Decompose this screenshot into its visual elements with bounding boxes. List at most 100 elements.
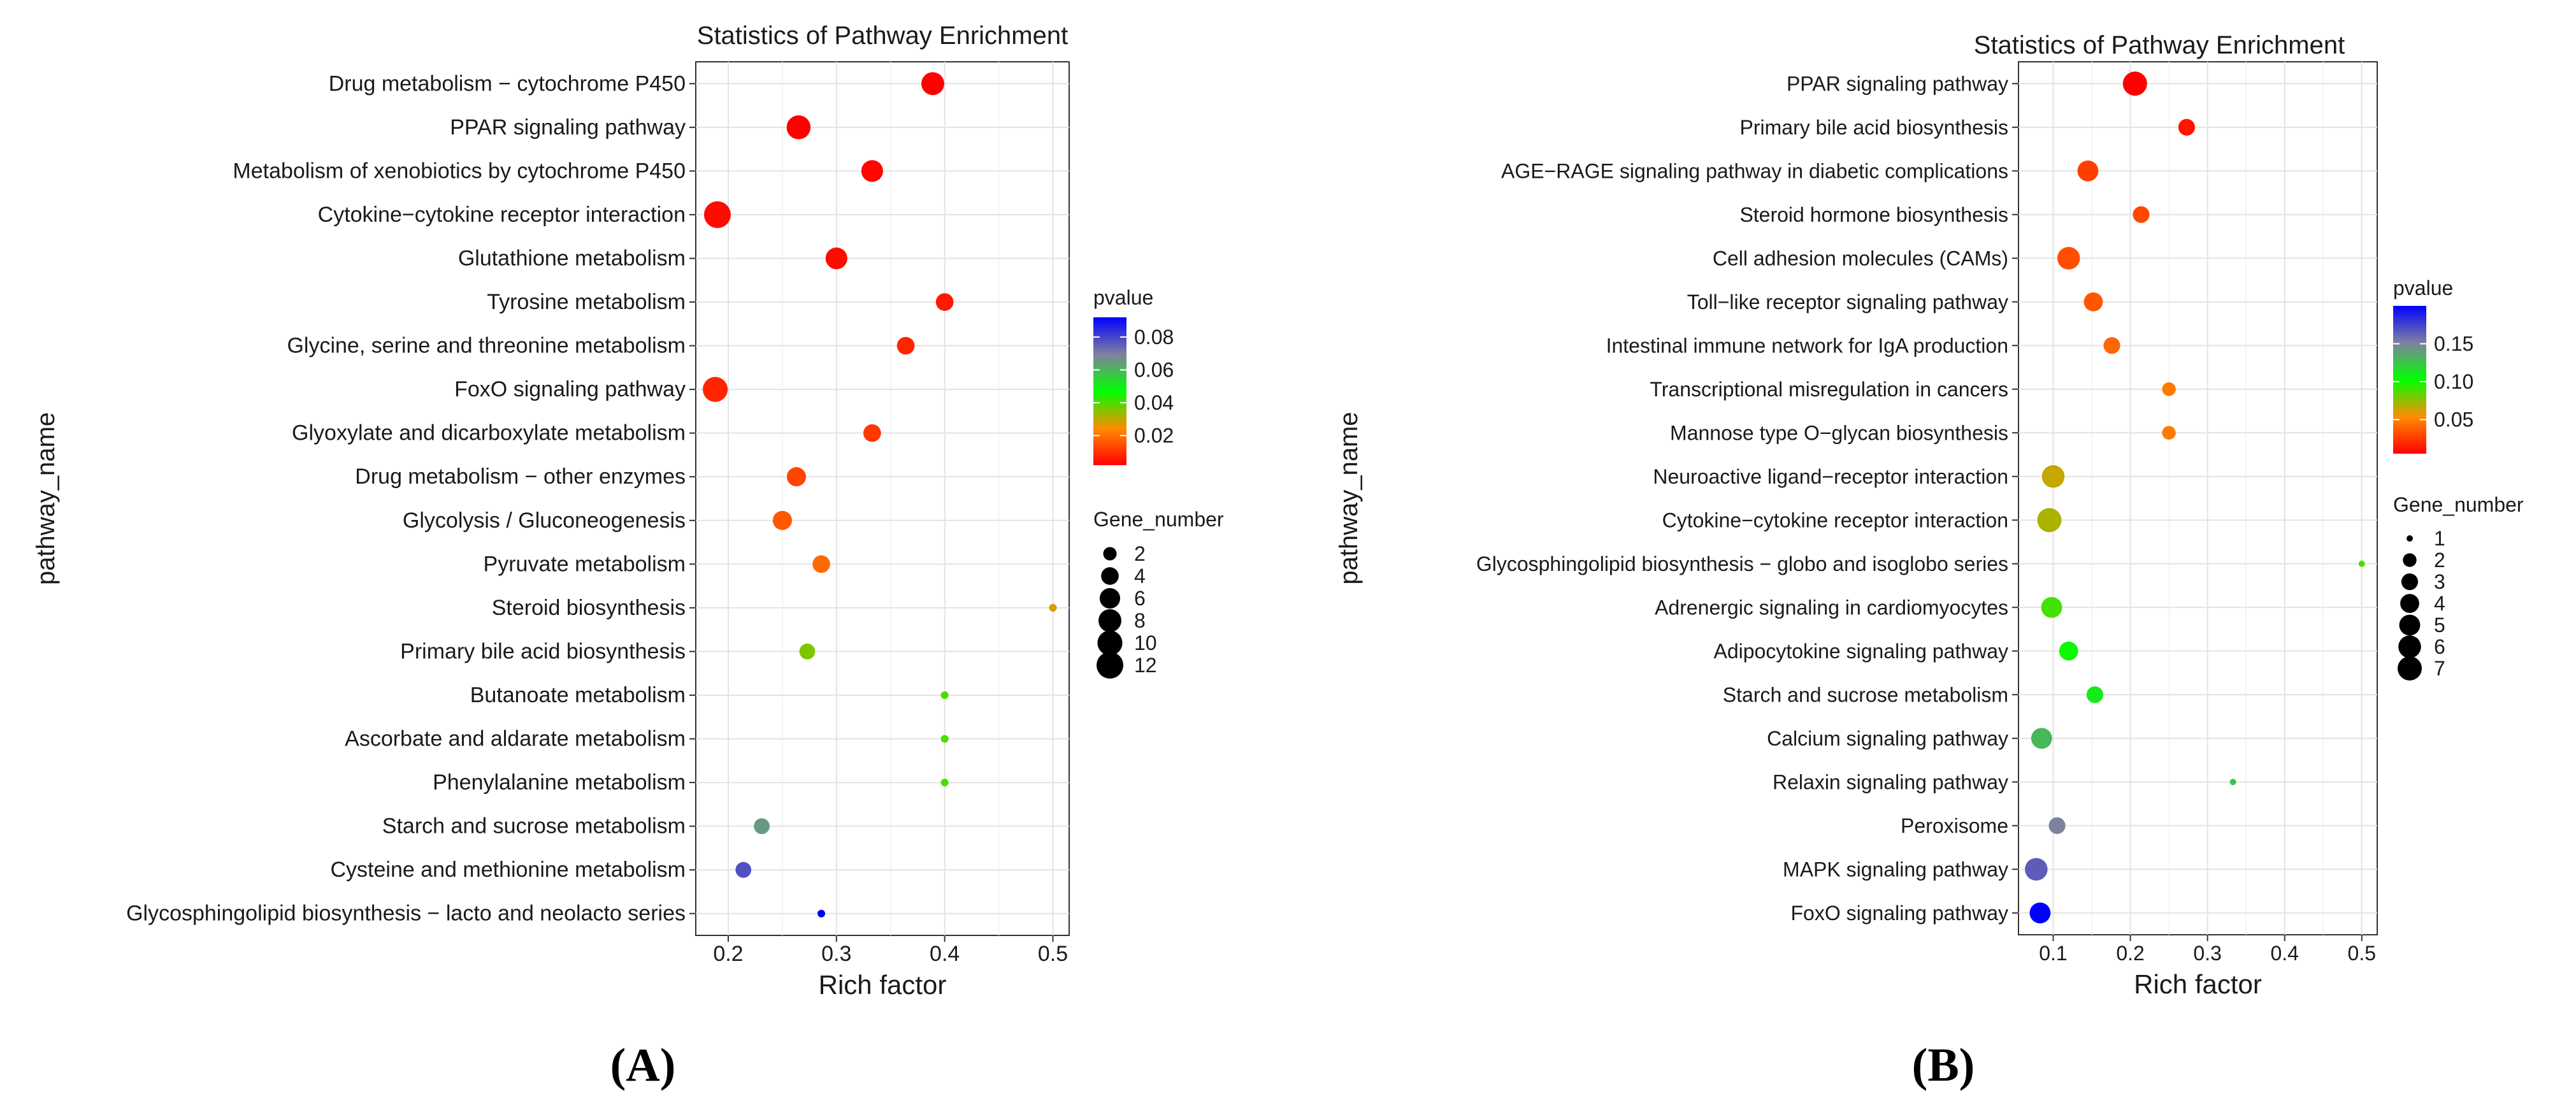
data-point (773, 511, 792, 530)
size-legend-dot (1103, 547, 1116, 560)
data-point (2029, 902, 2050, 923)
color-legend-label: 0.10 (2434, 370, 2473, 393)
data-point (2230, 779, 2236, 785)
data-point (2162, 426, 2175, 440)
y-tick-label: PPAR signaling pathway (1787, 72, 2008, 95)
y-tick-label: Starch and sucrose metabolism (1723, 683, 2008, 706)
y-tick-label: Drug metabolism − other enzymes (355, 465, 686, 489)
y-tick-label: Glycolysis / Gluconeogenesis (403, 508, 686, 533)
x-tick-label: 0.5 (1038, 942, 1068, 966)
color-legend-label: 0.15 (2434, 332, 2473, 355)
size-legend-label: 3 (2434, 570, 2445, 593)
y-tick-label: FoxO signaling pathway (1790, 902, 2008, 925)
data-point (2178, 119, 2195, 136)
y-tick-label: Metabolism of xenobiotics by cytochrome … (233, 159, 686, 183)
color-legend-title: pvalue (2393, 277, 2453, 299)
size-legend-label: 1 (2434, 527, 2445, 550)
data-point (2042, 465, 2065, 488)
y-tick-label: Adrenergic signaling in cardiomyocytes (1655, 596, 2008, 619)
data-point (817, 910, 825, 918)
data-point (787, 467, 806, 486)
y-tick-label: Cytokine−cytokine receptor interaction (1662, 508, 2008, 531)
chart-title: Statistics of Pathway Enrichment (1974, 31, 2345, 59)
data-point (754, 818, 770, 834)
data-point (2162, 382, 2175, 396)
size-legend-dot (1098, 609, 1121, 632)
y-tick-label: Cysteine and methionine metabolism (330, 858, 686, 882)
y-tick-label: Glyoxylate and dicarboxylate metabolism (292, 421, 686, 445)
size-legend-title: Gene_number (1093, 508, 1224, 531)
data-point (2103, 337, 2120, 354)
y-tick-label: Starch and sucrose metabolism (382, 814, 686, 839)
data-point (941, 779, 949, 786)
y-tick-label: Mannose type O−glycan biosynthesis (1670, 421, 2008, 444)
data-point (812, 555, 830, 573)
size-legend-dot (1100, 588, 1120, 609)
y-tick-label: Primary bile acid biosynthesis (1740, 116, 2009, 139)
size-legend-label: 10 (1134, 631, 1157, 654)
y-tick-label: Calcium signaling pathway (1767, 727, 2008, 750)
size-legend-dot (2401, 573, 2418, 590)
y-axis-label: pathway_name (1335, 412, 1363, 584)
size-legend-title: Gene_number (2393, 493, 2524, 516)
y-tick-label: Relaxin signaling pathway (1773, 770, 2008, 793)
data-point (863, 424, 881, 442)
size-legend-label: 7 (2434, 657, 2445, 680)
x-tick-label: 0.5 (2348, 942, 2376, 965)
y-tick-label: Glycosphingolipid biosynthesis − lacto a… (126, 902, 686, 926)
data-point (826, 247, 847, 269)
y-tick-label: PPAR signaling pathway (450, 115, 686, 140)
y-tick-label: Intestinal immune network for IgA produc… (1606, 334, 2008, 357)
data-point (704, 201, 731, 228)
size-legend-dot (1101, 567, 1119, 585)
y-tick-label: Cell adhesion molecules (CAMs) (1713, 247, 2008, 270)
x-axis-label: Rich factor (819, 970, 947, 1000)
y-tick-label: Glutathione metabolism (458, 246, 686, 270)
y-tick-label: Primary bile acid biosynthesis (400, 639, 686, 663)
data-point (897, 337, 915, 355)
y-tick-label: Cytokine−cytokine receptor interaction (318, 203, 686, 227)
data-point (941, 735, 949, 743)
size-legend-dot (1097, 652, 1123, 679)
size-legend-dot (2398, 656, 2422, 681)
y-tick-label: MAPK signaling pathway (1783, 858, 2008, 881)
y-tick-label: Toll−like receptor signaling pathway (1687, 291, 2008, 313)
size-legend-label: 8 (1134, 609, 1146, 632)
data-point (2133, 206, 2149, 223)
y-tick-label: Neuroactive ligand−receptor interaction (1653, 465, 2008, 488)
panel-label-a: (A) (579, 1039, 707, 1093)
color-legend-label: 0.02 (1134, 424, 1174, 447)
x-tick-label: 0.2 (713, 942, 743, 966)
y-tick-label: Transcriptional misregulation in cancers (1650, 378, 2008, 401)
x-tick-label: 0.4 (2270, 942, 2298, 965)
data-point (2048, 818, 2065, 834)
data-point (2359, 561, 2365, 567)
plot-area (696, 62, 1069, 935)
size-legend-dot (2398, 635, 2421, 658)
color-legend-label: 0.06 (1134, 358, 1174, 381)
chart-panel-a: Drug metabolism − cytochrome P450 PPAR si… (32, 22, 1224, 1000)
x-tick-label: 0.3 (821, 942, 851, 966)
x-axis-label: Rich factor (2134, 969, 2262, 999)
size-legend-label: 2 (1134, 542, 1146, 565)
y-tick-label: Adipocytokine signaling pathway (1713, 640, 2008, 663)
x-tick-label: 0.1 (2039, 942, 2067, 965)
size-legend-label: 12 (1134, 654, 1157, 677)
data-point (861, 160, 883, 182)
data-point (936, 293, 954, 311)
data-point (2087, 686, 2103, 703)
size-legend-dot (2407, 535, 2413, 542)
y-tick-label: Peroxisome (1901, 814, 2008, 837)
data-point (921, 72, 944, 95)
chart-panel-b: PPAR signaling pathway Primary bile acid … (1335, 31, 2524, 999)
y-tick-label: Glycosphingolipid biosynthesis − globo a… (1476, 552, 2008, 575)
color-legend-label: 0.08 (1134, 326, 1174, 349)
size-legend-label: 5 (2434, 614, 2445, 637)
data-point (800, 644, 816, 659)
color-legend-bar (2393, 306, 2426, 454)
size-legend-dot (1097, 630, 1122, 655)
data-point (2123, 71, 2147, 96)
color-legend-label: 0.04 (1134, 391, 1174, 414)
size-legend-label: 2 (2434, 549, 2445, 572)
y-tick-label: Butanoate metabolism (470, 683, 686, 707)
